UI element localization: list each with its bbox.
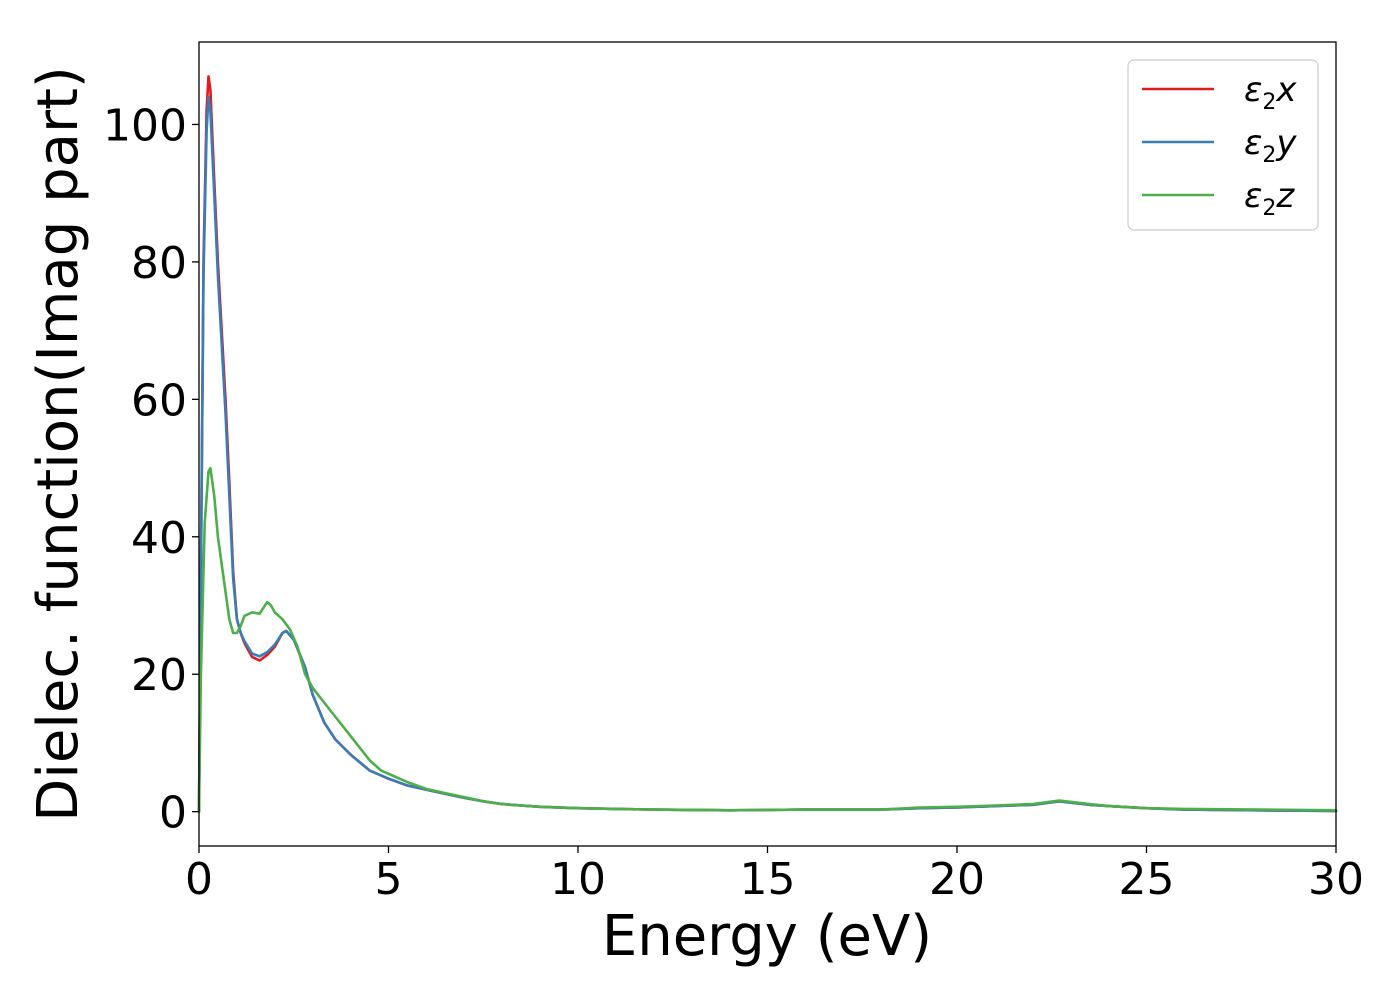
legend-label-z: ε2z <box>1244 176 1295 221</box>
x-tick-label: 0 <box>185 854 213 905</box>
series-lines <box>197 75 1338 813</box>
legend-label-x: ε2x <box>1244 70 1297 115</box>
y-tick-label: 60 <box>131 375 187 426</box>
y-axis-label: Dielec. function(Imag part) <box>26 66 91 822</box>
y-tick-label: 0 <box>159 788 187 839</box>
x-tick-label: 5 <box>375 854 403 905</box>
legend-box <box>1127 59 1319 231</box>
x-axis-label: Energy (eV) <box>602 904 932 969</box>
y-tick-label: 20 <box>131 650 187 701</box>
series-line-z <box>197 466 1338 813</box>
legend-label-y: ε2y <box>1244 123 1297 168</box>
x-tick-label: 25 <box>1119 854 1175 905</box>
legend-items: ε2x ε2y ε2z <box>1142 70 1297 221</box>
y-tick-label: 40 <box>131 513 187 564</box>
y-axis-ticks: 0 20 40 60 80 100 <box>103 100 199 839</box>
x-tick-label: 15 <box>740 854 796 905</box>
legend: ε2x ε2y ε2z <box>1127 59 1319 231</box>
x-tick-label: 30 <box>1308 854 1364 905</box>
x-tick-label: 20 <box>929 854 985 905</box>
x-tick-label: 10 <box>550 854 606 905</box>
x-axis-ticks: 0 5 10 15 20 25 30 <box>185 846 1364 905</box>
y-tick-label: 80 <box>131 238 187 289</box>
y-tick-label: 100 <box>103 100 187 151</box>
